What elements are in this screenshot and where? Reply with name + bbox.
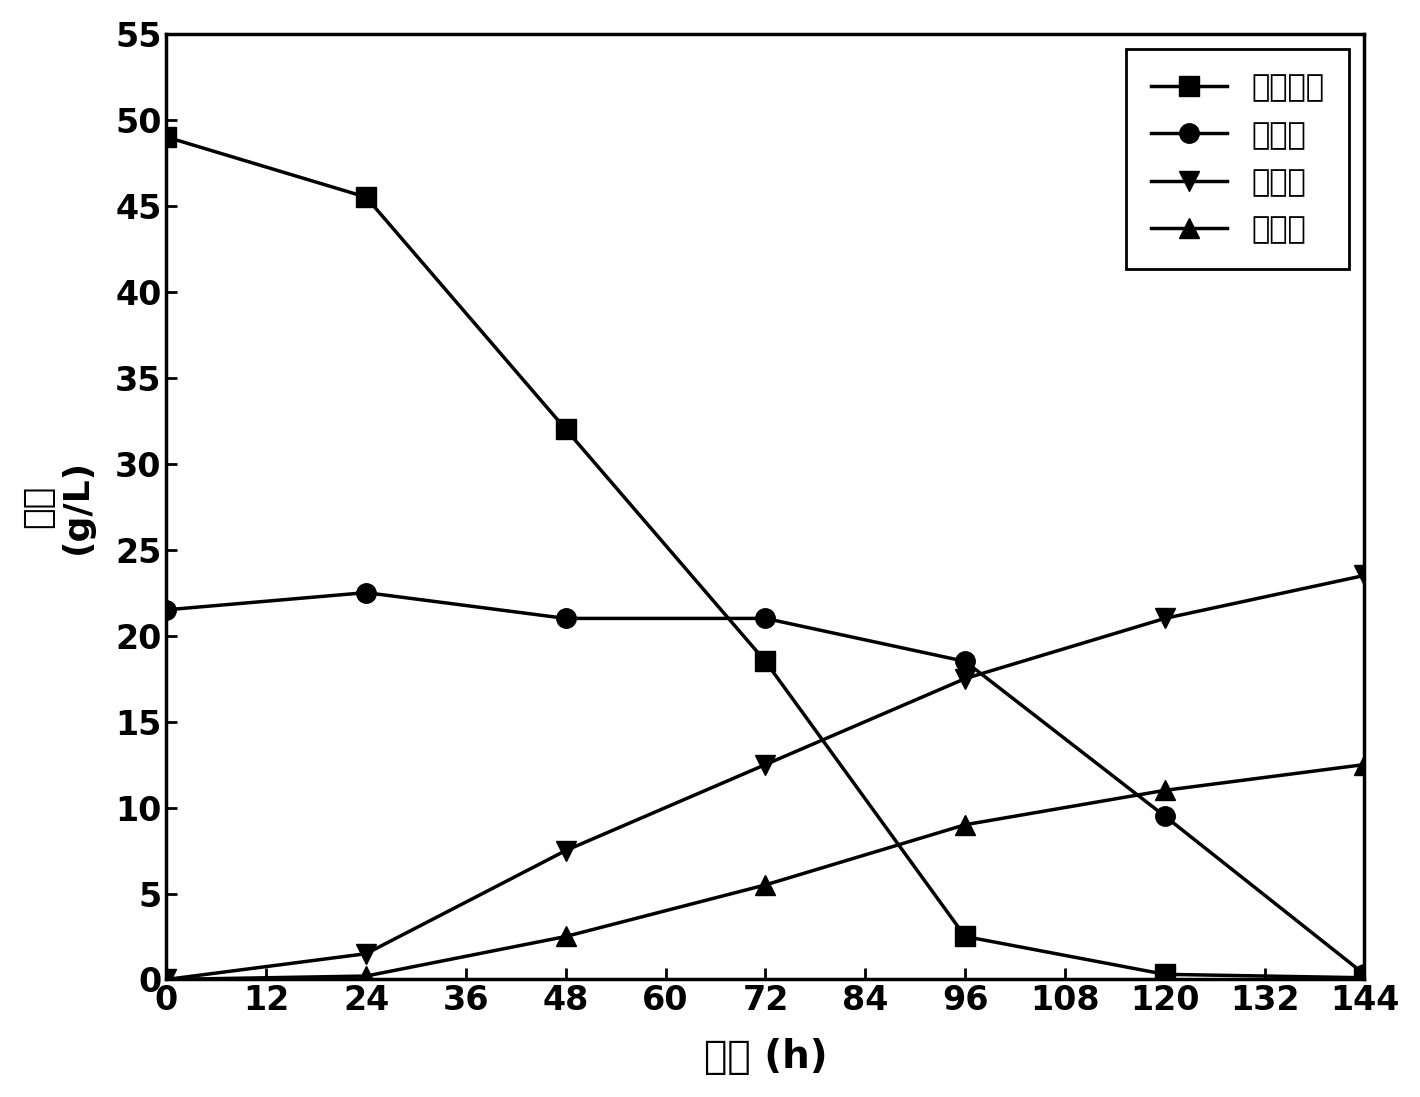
菌体量	[158, 603, 175, 617]
Line: 生物量: 生物量	[156, 566, 1375, 989]
Line: 油脂量: 油脂量	[156, 755, 1375, 989]
菌体量	[1356, 968, 1373, 981]
Legend: 葬糖浓度, 菌体量, 生物量, 油脂量: 葬糖浓度, 菌体量, 生物量, 油脂量	[1126, 49, 1349, 269]
油脂量	[158, 973, 175, 986]
生物量	[1356, 569, 1373, 583]
X-axis label: 时间 (h): 时间 (h)	[704, 1038, 828, 1076]
菌体量	[1156, 810, 1173, 823]
生物量	[1156, 612, 1173, 625]
生物量	[158, 973, 175, 986]
葬糖浓度	[557, 422, 574, 436]
生物量	[757, 758, 774, 771]
葬糖浓度	[757, 655, 774, 668]
菌体量	[957, 655, 974, 668]
葬糖浓度	[1356, 971, 1373, 984]
Y-axis label: 浓度
(g/L): 浓度 (g/L)	[21, 459, 94, 554]
菌体量	[358, 586, 375, 599]
葬糖浓度	[158, 131, 175, 144]
生物量	[957, 672, 974, 686]
菌体量	[757, 612, 774, 625]
油脂量	[358, 970, 375, 983]
油脂量	[957, 818, 974, 832]
油脂量	[557, 930, 574, 943]
油脂量	[1156, 783, 1173, 796]
生物量	[358, 947, 375, 960]
Line: 葬糖浓度: 葬糖浓度	[156, 127, 1375, 987]
生物量	[557, 844, 574, 857]
葬糖浓度	[957, 930, 974, 943]
葬糖浓度	[1156, 968, 1173, 981]
菌体量	[557, 612, 574, 625]
油脂量	[1356, 758, 1373, 771]
Line: 菌体量: 菌体量	[156, 583, 1375, 984]
葬糖浓度	[358, 191, 375, 204]
油脂量	[757, 879, 774, 892]
